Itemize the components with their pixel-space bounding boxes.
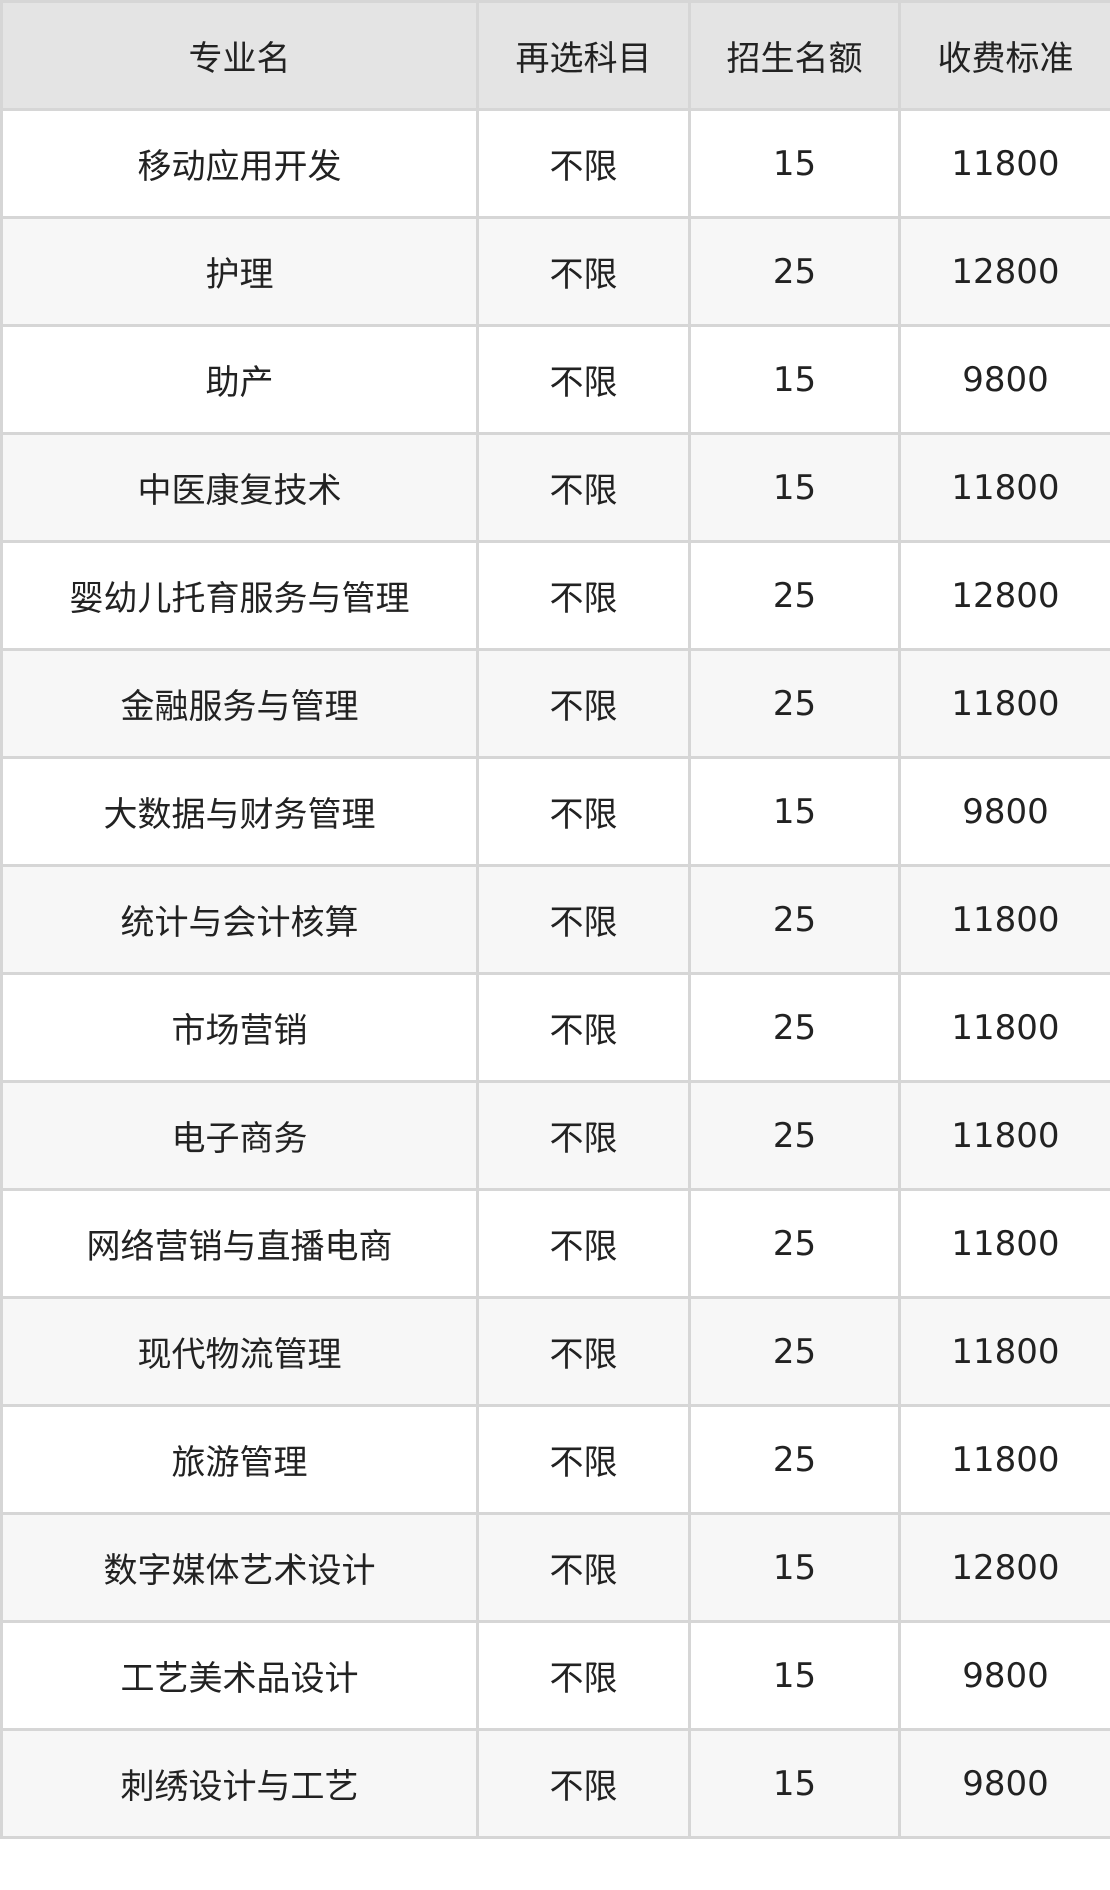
cell-major-name: 旅游管理 (0, 1404, 479, 1515)
cell-major-name: 中医康复技术 (0, 432, 479, 543)
cell-enrollment-quota: 25 (688, 1296, 901, 1407)
cell-major-name: 市场营销 (0, 972, 479, 1083)
cell-major-name: 工艺美术品设计 (0, 1620, 479, 1731)
cell-enrollment-quota: 25 (688, 216, 901, 327)
cell-major-name: 电子商务 (0, 1080, 479, 1191)
cell-major-name: 数字媒体艺术设计 (0, 1512, 479, 1623)
cell-tuition-fee: 11800 (898, 432, 1110, 543)
cell-tuition-fee: 12800 (898, 216, 1110, 327)
cell-major-name: 网络营销与直播电商 (0, 1188, 479, 1299)
cell-enrollment-quota: 25 (688, 648, 901, 759)
table-row: 网络营销与直播电商 不限 25 11800 (0, 1188, 1110, 1299)
cell-enrollment-quota: 25 (688, 540, 901, 651)
cell-elective-subject: 不限 (476, 756, 691, 867)
cell-elective-subject: 不限 (476, 1728, 691, 1839)
cell-elective-subject: 不限 (476, 216, 691, 327)
cell-enrollment-quota: 15 (688, 756, 901, 867)
cell-enrollment-quota: 25 (688, 1080, 901, 1191)
cell-tuition-fee: 12800 (898, 540, 1110, 651)
table-body: 移动应用开发 不限 15 11800 护理 不限 25 12800 助产 不限 15 9800 中医康复… (0, 108, 1110, 1839)
cell-elective-subject: 不限 (476, 864, 691, 975)
cell-major-name: 助产 (0, 324, 479, 435)
cell-enrollment-quota: 15 (688, 108, 901, 219)
table-row: 电子商务 不限 25 11800 (0, 1080, 1110, 1191)
cell-tuition-fee: 9800 (898, 1728, 1110, 1839)
cell-enrollment-quota: 25 (688, 864, 901, 975)
cell-enrollment-quota: 15 (688, 1620, 901, 1731)
cell-elective-subject: 不限 (476, 1296, 691, 1407)
table-row: 金融服务与管理 不限 25 11800 (0, 648, 1110, 759)
table-row: 统计与会计核算 不限 25 11800 (0, 864, 1110, 975)
cell-tuition-fee: 11800 (898, 1188, 1110, 1299)
cell-tuition-fee: 11800 (898, 1296, 1110, 1407)
cell-elective-subject: 不限 (476, 324, 691, 435)
table-row: 助产 不限 15 9800 (0, 324, 1110, 435)
cell-elective-subject: 不限 (476, 972, 691, 1083)
table-row: 大数据与财务管理 不限 15 9800 (0, 756, 1110, 867)
cell-elective-subject: 不限 (476, 1080, 691, 1191)
cell-enrollment-quota: 15 (688, 1728, 901, 1839)
cell-tuition-fee: 11800 (898, 648, 1110, 759)
cell-major-name: 大数据与财务管理 (0, 756, 479, 867)
cell-tuition-fee: 11800 (898, 1404, 1110, 1515)
cell-elective-subject: 不限 (476, 1404, 691, 1515)
header-major-name: 专业名 (0, 0, 479, 111)
cell-elective-subject: 不限 (476, 1620, 691, 1731)
table-row: 工艺美术品设计 不限 15 9800 (0, 1620, 1110, 1731)
cell-major-name: 金融服务与管理 (0, 648, 479, 759)
cell-enrollment-quota: 15 (688, 1512, 901, 1623)
cell-elective-subject: 不限 (476, 540, 691, 651)
cell-major-name: 现代物流管理 (0, 1296, 479, 1407)
cell-elective-subject: 不限 (476, 432, 691, 543)
table-row: 移动应用开发 不限 15 11800 (0, 108, 1110, 219)
table-header-row: 专业名 再选科目 招生名额 收费标准 (0, 0, 1110, 111)
cell-tuition-fee: 9800 (898, 324, 1110, 435)
table-row: 数字媒体艺术设计 不限 15 12800 (0, 1512, 1110, 1623)
cell-tuition-fee: 11800 (898, 1080, 1110, 1191)
cell-enrollment-quota: 25 (688, 972, 901, 1083)
cell-major-name: 婴幼儿托育服务与管理 (0, 540, 479, 651)
cell-elective-subject: 不限 (476, 108, 691, 219)
cell-major-name: 刺绣设计与工艺 (0, 1728, 479, 1839)
cell-major-name: 护理 (0, 216, 479, 327)
header-tuition-fee: 收费标准 (898, 0, 1110, 111)
cell-tuition-fee: 9800 (898, 756, 1110, 867)
cell-enrollment-quota: 25 (688, 1404, 901, 1515)
cell-elective-subject: 不限 (476, 1512, 691, 1623)
header-elective-subject: 再选科目 (476, 0, 691, 111)
table-row: 现代物流管理 不限 25 11800 (0, 1296, 1110, 1407)
cell-enrollment-quota: 25 (688, 1188, 901, 1299)
cell-tuition-fee: 11800 (898, 108, 1110, 219)
table-row: 旅游管理 不限 25 11800 (0, 1404, 1110, 1515)
cell-major-name: 统计与会计核算 (0, 864, 479, 975)
table-row: 刺绣设计与工艺 不限 15 9800 (0, 1728, 1110, 1839)
majors-table: 专业名 再选科目 招生名额 收费标准 移动应用开发 不限 15 11800 护理 不限 25 128… (0, 0, 1110, 1839)
cell-tuition-fee: 9800 (898, 1620, 1110, 1731)
cell-elective-subject: 不限 (476, 648, 691, 759)
cell-tuition-fee: 11800 (898, 864, 1110, 975)
table-row: 中医康复技术 不限 15 11800 (0, 432, 1110, 543)
table-row: 护理 不限 25 12800 (0, 216, 1110, 327)
cell-tuition-fee: 11800 (898, 972, 1110, 1083)
cell-tuition-fee: 12800 (898, 1512, 1110, 1623)
cell-enrollment-quota: 15 (688, 324, 901, 435)
table-row: 市场营销 不限 25 11800 (0, 972, 1110, 1083)
header-enrollment-quota: 招生名额 (688, 0, 901, 111)
cell-elective-subject: 不限 (476, 1188, 691, 1299)
cell-enrollment-quota: 15 (688, 432, 901, 543)
table-row: 婴幼儿托育服务与管理 不限 25 12800 (0, 540, 1110, 651)
cell-major-name: 移动应用开发 (0, 108, 479, 219)
